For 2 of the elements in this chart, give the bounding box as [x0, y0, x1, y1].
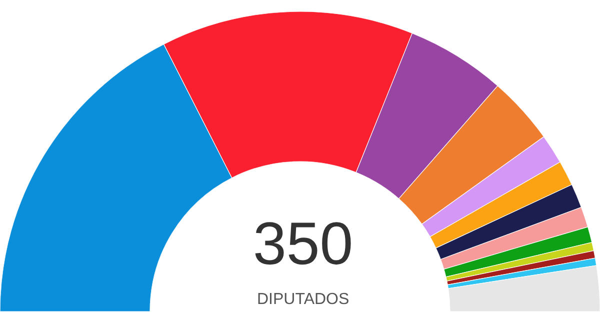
text: DIPUTADOS: [257, 291, 350, 308]
text: 350: [253, 210, 354, 277]
